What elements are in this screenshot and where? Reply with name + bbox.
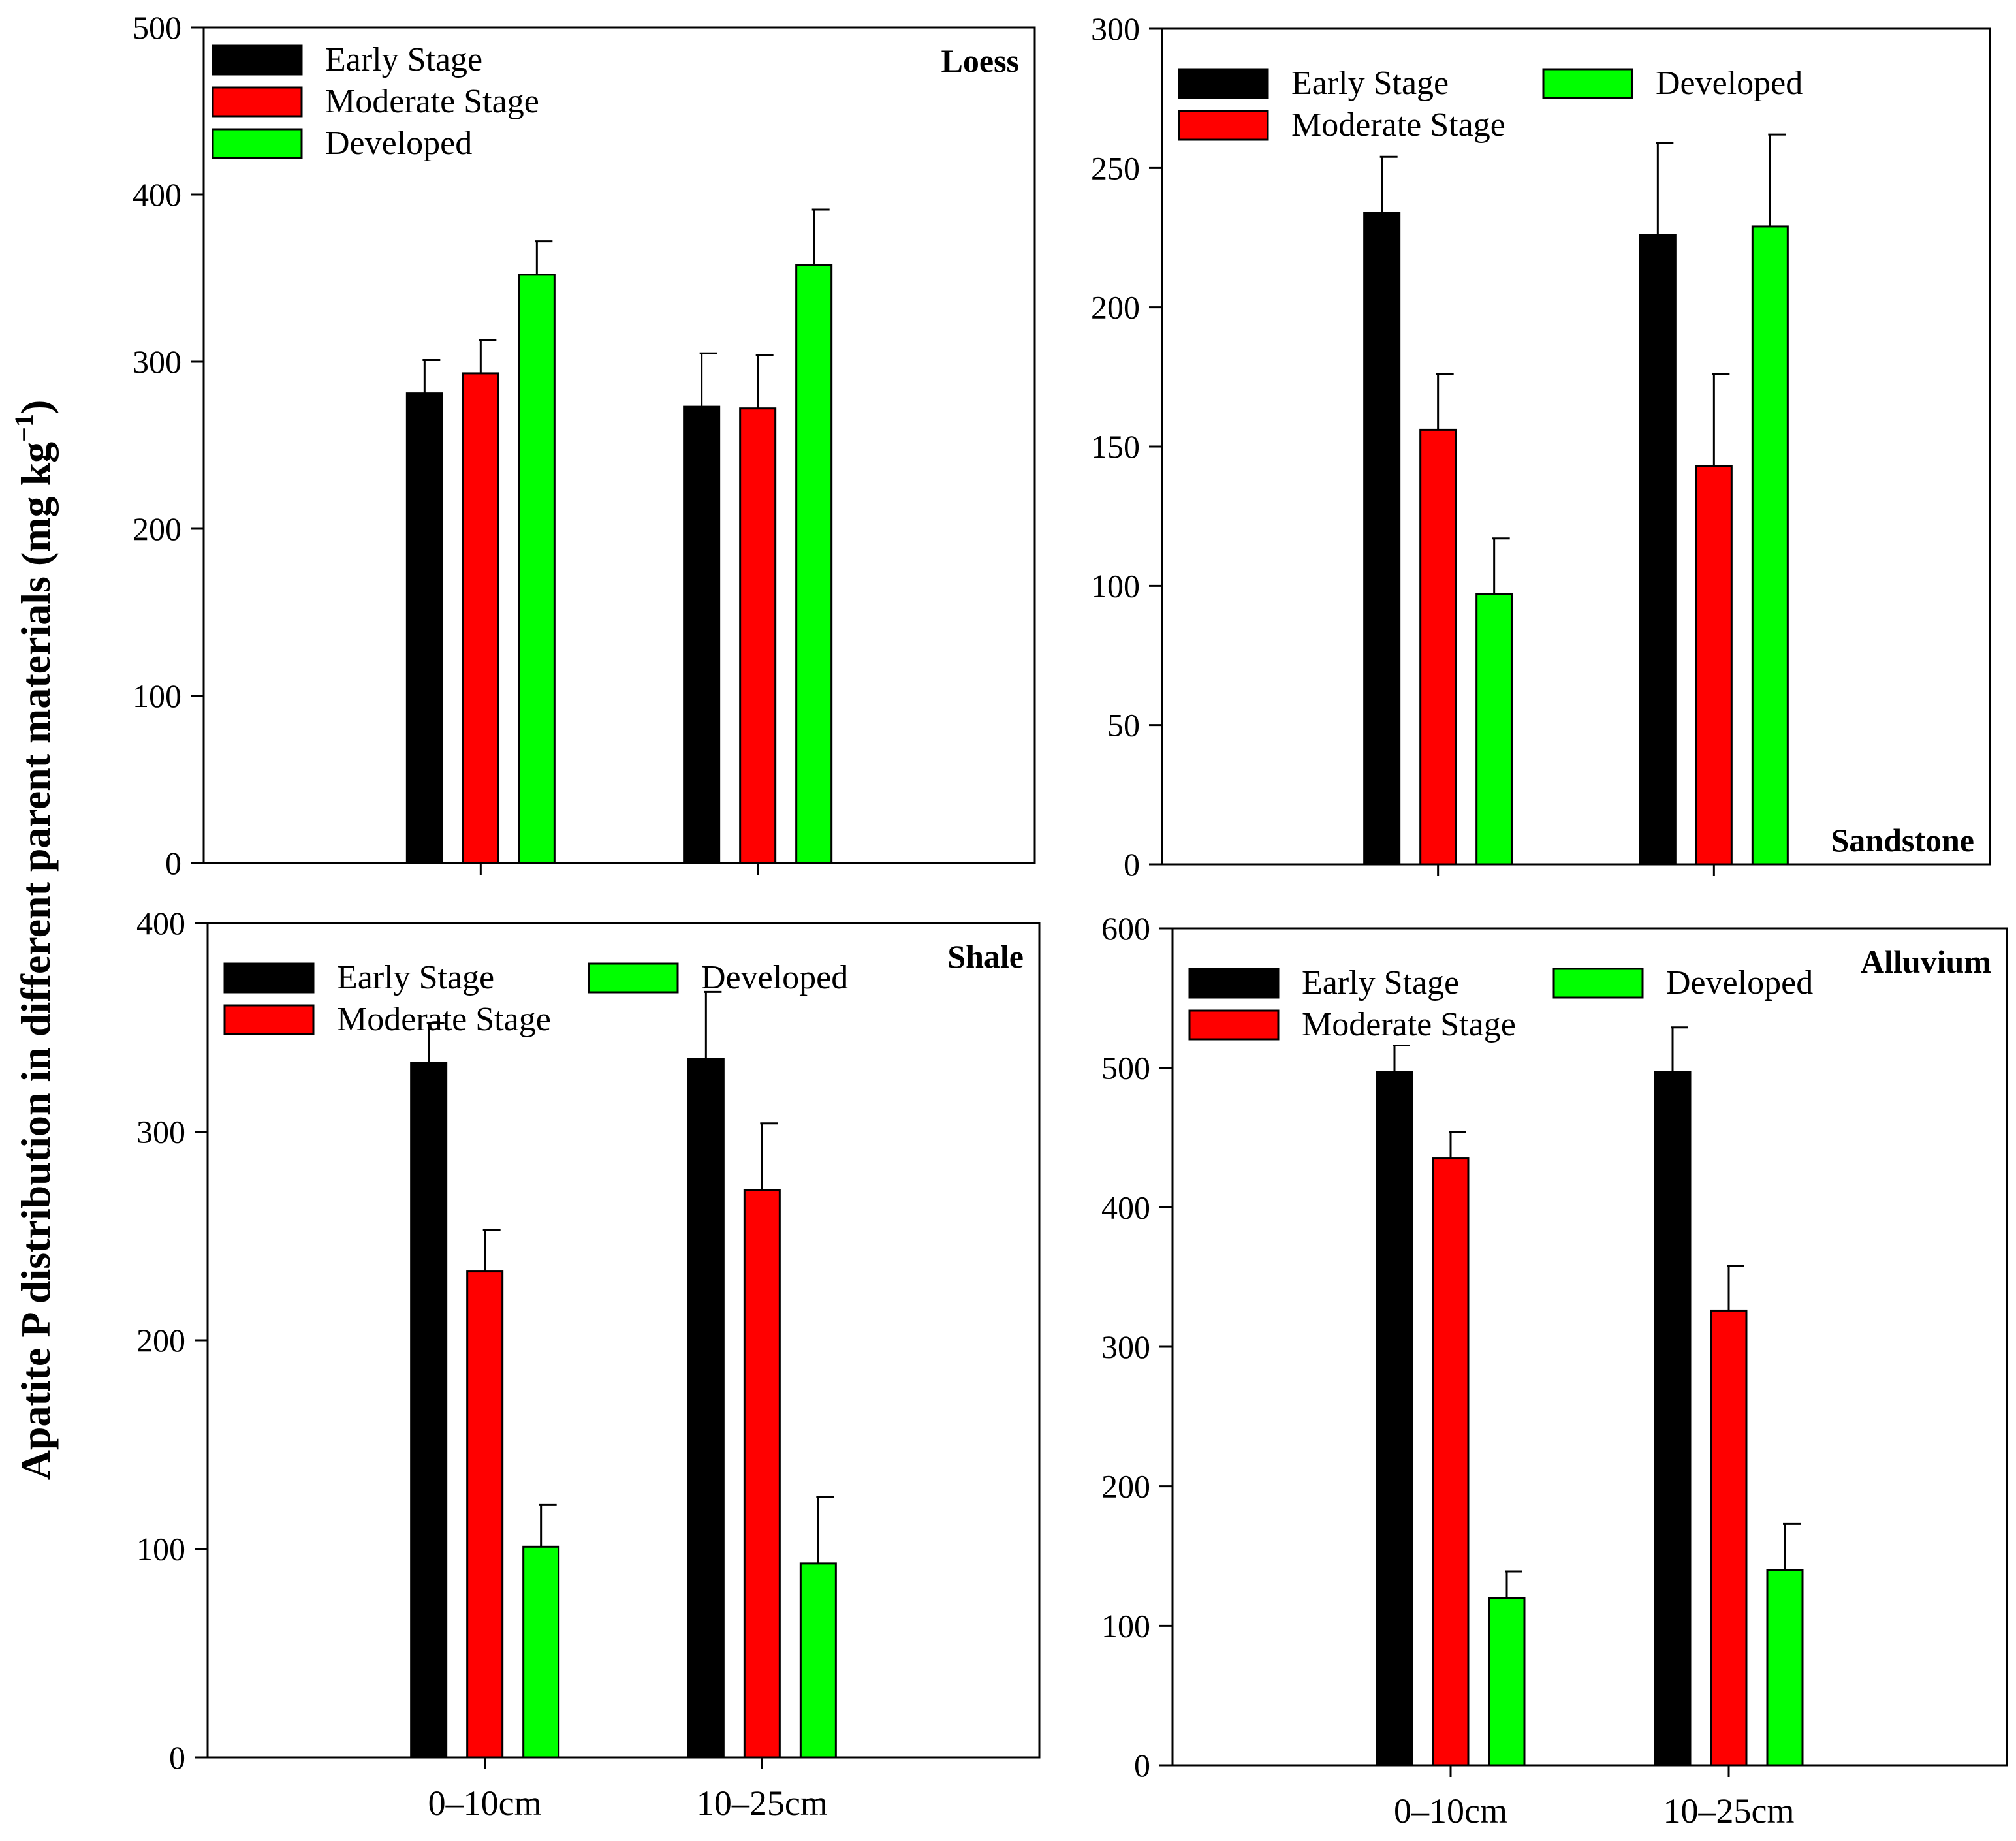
y-tick-label: 150	[1091, 428, 1140, 465]
legend-label: Early Stage	[325, 41, 482, 78]
y-axis-title-close: )	[12, 400, 59, 414]
legend-label: Early Stage	[337, 959, 494, 996]
legend-swatch	[212, 128, 303, 159]
legend-label: Early Stage	[1291, 65, 1449, 102]
y-tick-label: 250	[1091, 149, 1140, 186]
y-tick-label: 400	[136, 905, 185, 941]
plot-frame	[1161, 27, 1991, 866]
y-axis-title-sup: −1	[9, 414, 39, 442]
plot-frame	[202, 26, 1036, 864]
bar	[410, 1062, 448, 1759]
bar	[405, 392, 443, 864]
legend-label: Moderate Stage	[337, 1001, 551, 1038]
y-tick-label: 200	[136, 1322, 185, 1359]
y-tick-label: 200	[1091, 289, 1140, 326]
y-tick-label: 50	[1107, 707, 1140, 744]
legend-label: Moderate Stage	[1302, 1006, 1516, 1043]
y-tick-label: 400	[133, 176, 181, 213]
y-tick-label: 0	[165, 845, 181, 881]
x-category-label: 0–10cm	[1394, 1791, 1507, 1831]
legend-swatch	[212, 44, 303, 76]
bar	[1475, 593, 1513, 866]
y-tick-label: 300	[133, 343, 181, 380]
bar	[687, 1058, 725, 1759]
legend-swatch	[1178, 110, 1269, 141]
chart-panel-0: 0 100 200 300 400 500 Loess Early Stage Moderate…	[133, 9, 1036, 881]
panel-title: Shale	[947, 938, 1024, 975]
bar	[462, 372, 499, 864]
bar	[795, 264, 833, 864]
chart-panel-2: 0 100 200 300 400 0–10cm 10–25cm Shale Early Sta…	[136, 905, 1041, 1823]
x-category-label: 0–10cm	[428, 1784, 542, 1823]
y-tick-label: 300	[136, 1114, 185, 1150]
panel-title: Loess	[941, 42, 1019, 79]
y-tick-label: 0	[1124, 846, 1140, 883]
y-tick-label: 100	[136, 1531, 185, 1567]
y-tick-label: 300	[1101, 1329, 1150, 1365]
x-category-label: 10–25cm	[697, 1784, 828, 1823]
y-tick-label: 500	[1101, 1050, 1150, 1086]
y-tick-label: 200	[133, 511, 181, 547]
legend-label: Moderate Stage	[1291, 106, 1505, 144]
chart-panel-1: 0 50 100 150 200 250 300 Sandstone Early Stage Mo…	[1091, 10, 1991, 883]
bar	[1710, 1309, 1748, 1767]
bar	[1419, 428, 1457, 866]
y-axis-title-main: Apatite P distribution in different pare…	[12, 442, 59, 1480]
legend-swatch	[1542, 68, 1633, 99]
legend-label: Developed	[701, 959, 848, 996]
bar	[739, 407, 777, 864]
y-axis-title: Apatite P distribution in different pare…	[9, 400, 59, 1481]
y-tick-label: 300	[1091, 10, 1140, 47]
legend-label: Developed	[1656, 65, 1803, 102]
bar	[1488, 1597, 1526, 1767]
y-tick-label: 500	[133, 9, 181, 46]
chart-panel-3: 0 100 200 300 400 500 600 0–10cm 10–25cm Alluvium…	[1101, 910, 2008, 1831]
bar	[1654, 1071, 1692, 1767]
plot-frame	[206, 922, 1041, 1759]
bar	[466, 1270, 504, 1759]
bar	[683, 405, 721, 864]
y-tick-label: 0	[1134, 1747, 1150, 1784]
bar	[1695, 465, 1733, 866]
bar	[1751, 225, 1789, 866]
bar	[799, 1562, 837, 1759]
legend-swatch	[1188, 1009, 1280, 1041]
bar	[1639, 234, 1677, 866]
legend-label: Early Stage	[1302, 964, 1459, 1001]
legend-swatch	[212, 86, 303, 118]
legend-label: Developed	[1666, 964, 1813, 1001]
y-tick-label: 100	[1091, 567, 1140, 604]
legend-swatch	[588, 962, 679, 994]
legend-swatch	[223, 962, 315, 994]
bar	[1766, 1569, 1804, 1767]
y-tick-label: 0	[169, 1739, 185, 1776]
legend-swatch	[1188, 968, 1280, 999]
legend-label: Moderate Stage	[325, 83, 539, 120]
bar	[1376, 1071, 1413, 1767]
legend-swatch	[1552, 968, 1644, 999]
y-tick-label: 100	[1101, 1607, 1150, 1644]
y-tick-label: 400	[1101, 1189, 1150, 1225]
legend-swatch	[1178, 68, 1269, 99]
bar	[1363, 212, 1401, 866]
panel-title: Alluvium	[1861, 943, 1991, 980]
bar	[518, 274, 556, 864]
legend-label: Developed	[325, 125, 472, 162]
bar	[743, 1189, 781, 1759]
y-tick-label: 200	[1101, 1468, 1150, 1505]
x-category-label: 10–25cm	[1663, 1791, 1795, 1831]
bar	[1432, 1157, 1470, 1767]
plot-frame	[1171, 927, 2008, 1767]
panel-title: Sandstone	[1831, 822, 1974, 858]
y-tick-label: 100	[133, 678, 181, 714]
y-tick-label: 600	[1101, 910, 1150, 947]
bar	[522, 1545, 560, 1759]
legend-swatch	[223, 1004, 315, 1035]
